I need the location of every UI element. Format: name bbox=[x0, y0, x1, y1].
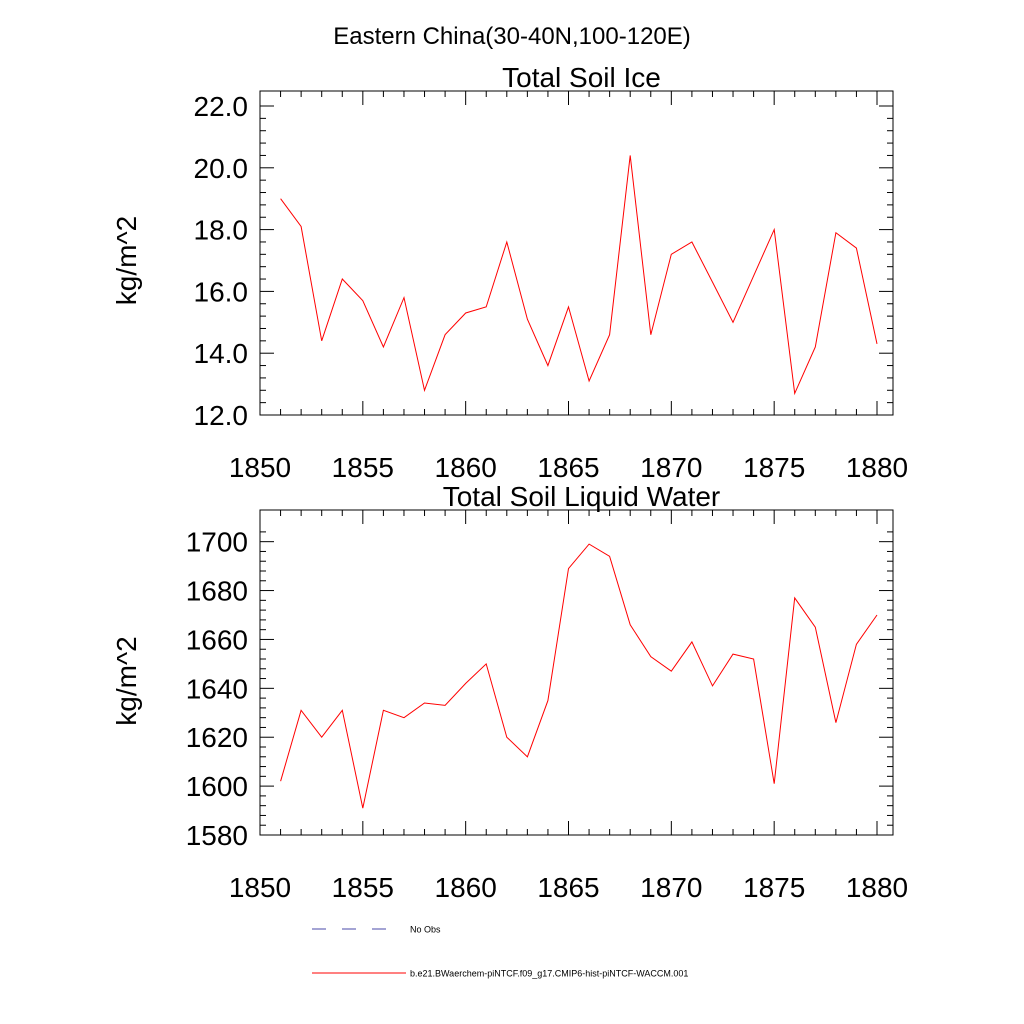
x-tick-label: 1875 bbox=[743, 872, 805, 903]
chart-title: Total Soil Liquid Water bbox=[443, 481, 721, 512]
y-tick-label: 16.0 bbox=[194, 276, 249, 307]
y-tick-label: 1640 bbox=[186, 673, 248, 704]
chart-2: Total Soil Liquid Water kg/m^2 1850 1855 186… bbox=[111, 481, 908, 903]
y-tick-label: 1580 bbox=[186, 820, 248, 851]
legend-label: No Obs bbox=[410, 925, 441, 935]
legend-label: b.e21.BWaerchem-piNTCF.f09_g17.CMIP6-his… bbox=[410, 969, 688, 979]
chart-1: Total Soil Ice kg/m^2 1850 1855 1860 1865 1870… bbox=[111, 62, 908, 483]
plot-frame bbox=[259, 509, 894, 836]
x-tick-label: 1870 bbox=[640, 872, 702, 903]
y-tick-label: 20.0 bbox=[194, 153, 249, 184]
figure-main-title: Eastern China(30-40N,100-120E) bbox=[333, 23, 691, 50]
y-tick-label: 22.0 bbox=[194, 91, 249, 122]
y-axis-label: kg/m^2 bbox=[111, 216, 142, 305]
x-tick-label: 1860 bbox=[435, 872, 497, 903]
x-tick-label: 1850 bbox=[229, 872, 291, 903]
y-tick-label: 14.0 bbox=[194, 338, 249, 369]
y-tick-label: 1660 bbox=[186, 624, 248, 655]
y-tick-label: 1600 bbox=[186, 771, 248, 802]
y-tick-label: 18.0 bbox=[194, 215, 249, 246]
x-tick-label: 1880 bbox=[846, 452, 908, 483]
x-tick-label: 1855 bbox=[332, 452, 394, 483]
x-tick-label: 1850 bbox=[229, 452, 291, 483]
chart-title: Total Soil Ice bbox=[502, 62, 661, 93]
y-tick-label: 1700 bbox=[186, 527, 248, 558]
plot-frame bbox=[259, 90, 894, 416]
y-tick-label: 1680 bbox=[186, 576, 248, 607]
x-tick-label: 1855 bbox=[332, 872, 394, 903]
x-tick-label: 1870 bbox=[640, 452, 702, 483]
y-tick-label: 1620 bbox=[186, 722, 248, 753]
plots-group: Total Soil Ice kg/m^2 1850 1855 1860 1865 1870… bbox=[111, 62, 908, 903]
x-tick-label: 1865 bbox=[537, 452, 599, 483]
series-line bbox=[280, 155, 878, 396]
series-line bbox=[280, 543, 878, 809]
legend: No Obs b.e21.BWaerchem-piNTCF.f09_g17.CMI… bbox=[312, 925, 688, 979]
y-tick-label: 12.0 bbox=[194, 400, 249, 431]
x-tick-label: 1865 bbox=[537, 872, 599, 903]
x-tick-label: 1880 bbox=[846, 872, 908, 903]
x-tick-label: 1875 bbox=[743, 452, 805, 483]
y-axis-label: kg/m^2 bbox=[111, 636, 142, 725]
x-tick-label: 1860 bbox=[435, 452, 497, 483]
